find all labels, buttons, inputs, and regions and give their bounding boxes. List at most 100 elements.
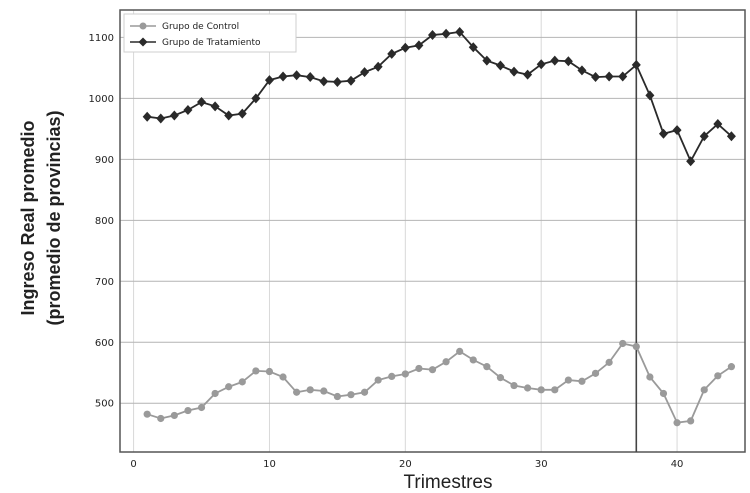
data-point xyxy=(578,377,586,385)
data-point xyxy=(360,388,369,396)
y-axis-label-line1: Ingreso Real promedio xyxy=(18,120,38,315)
data-point xyxy=(726,131,736,142)
data-point xyxy=(237,108,247,119)
data-point xyxy=(252,367,260,375)
data-point xyxy=(428,366,437,374)
data-point xyxy=(400,42,410,53)
x-tick-label: 20 xyxy=(399,459,412,470)
data-point xyxy=(388,372,396,381)
data-point xyxy=(509,66,519,77)
data-point xyxy=(537,386,545,394)
data-point xyxy=(347,391,355,399)
legend-label-treatment: Grupo de Tratamiento xyxy=(162,38,261,48)
data-point xyxy=(346,75,356,86)
data-point xyxy=(495,60,505,71)
y-tick-label: 1100 xyxy=(89,33,114,44)
legend-marker-treatment xyxy=(138,37,148,47)
data-point xyxy=(469,356,477,364)
y-tick-label: 900 xyxy=(95,155,114,166)
data-point xyxy=(224,110,234,121)
data-point xyxy=(483,363,491,371)
data-point xyxy=(456,347,464,356)
data-point xyxy=(387,48,397,59)
data-point xyxy=(713,119,723,130)
data-point xyxy=(305,72,315,83)
series-treatment xyxy=(142,26,736,167)
data-point xyxy=(673,419,681,427)
data-point xyxy=(686,156,696,167)
data-point xyxy=(645,90,655,101)
data-point xyxy=(510,381,518,390)
data-point xyxy=(700,386,708,394)
data-point xyxy=(169,110,179,121)
data-point xyxy=(658,128,668,139)
data-point xyxy=(524,384,532,392)
data-point xyxy=(605,358,613,366)
grid xyxy=(120,10,745,452)
data-point xyxy=(374,376,382,384)
y-tick-label: 1000 xyxy=(89,94,114,105)
data-point xyxy=(564,376,572,384)
data-point xyxy=(618,71,628,82)
data-point xyxy=(306,386,314,394)
y-axis-label-line2: (promedio de provincias) xyxy=(44,110,64,325)
data-point xyxy=(373,61,383,72)
data-point xyxy=(496,374,505,382)
y-tick-label: 700 xyxy=(95,277,114,288)
data-point xyxy=(279,373,287,381)
data-point xyxy=(197,403,206,412)
data-point xyxy=(264,75,274,86)
data-point xyxy=(157,414,165,423)
data-point xyxy=(441,28,451,39)
data-point xyxy=(523,69,533,80)
series-control xyxy=(143,339,736,427)
data-point xyxy=(632,342,640,351)
data-point xyxy=(293,388,301,396)
data-point xyxy=(278,71,288,82)
legend-label-control: Grupo de Control xyxy=(162,22,239,32)
data-point xyxy=(184,406,192,415)
data-point xyxy=(415,364,423,373)
series-line xyxy=(146,342,732,424)
data-point xyxy=(455,26,465,37)
data-point xyxy=(577,65,587,76)
legend-marker-control xyxy=(139,22,147,30)
data-point xyxy=(550,55,560,66)
data-point xyxy=(170,411,178,420)
data-point xyxy=(197,97,207,108)
x-tick-label: 30 xyxy=(535,459,548,470)
data-point xyxy=(714,372,722,380)
data-point xyxy=(551,386,559,394)
x-tick-label: 40 xyxy=(671,459,684,470)
data-point xyxy=(414,40,424,51)
series xyxy=(142,26,736,427)
data-point xyxy=(428,29,437,40)
data-point xyxy=(591,72,601,83)
data-point xyxy=(211,389,219,398)
data-point xyxy=(659,389,668,398)
data-point xyxy=(292,70,302,81)
y-tick-label: 800 xyxy=(95,216,114,227)
data-point xyxy=(482,55,492,66)
data-point xyxy=(238,378,246,386)
y-tick-label: 600 xyxy=(95,338,114,349)
data-point xyxy=(646,373,654,381)
data-point xyxy=(591,369,600,377)
data-point xyxy=(360,67,370,78)
data-point xyxy=(672,125,682,136)
data-point xyxy=(333,392,341,401)
plot-area-frame xyxy=(119,9,746,453)
data-point xyxy=(210,101,220,112)
data-point xyxy=(183,104,193,115)
data-point xyxy=(143,410,151,418)
data-point xyxy=(687,417,695,425)
x-axis-label: Trimestres xyxy=(403,472,492,493)
x-tick-label: 10 xyxy=(263,459,276,470)
legend: Grupo de Control Grupo de Tratamiento xyxy=(123,13,297,53)
data-point xyxy=(604,71,614,82)
y-tick-label: 500 xyxy=(95,399,114,410)
data-point xyxy=(727,363,736,371)
y-axis-label: Ingreso Real promedio (promedio de provi… xyxy=(18,110,64,325)
data-point xyxy=(401,370,409,378)
